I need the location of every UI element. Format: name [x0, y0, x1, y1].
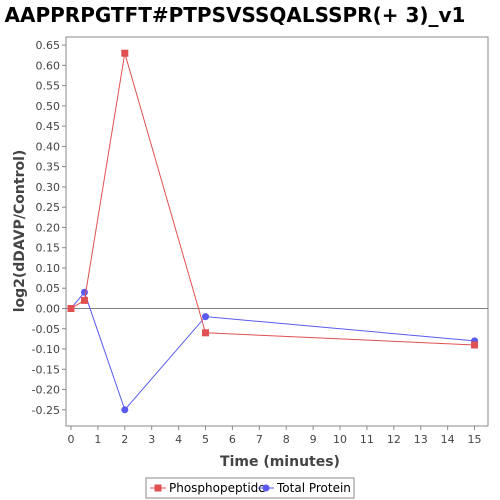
y-tick-label: 0.50: [36, 100, 61, 113]
chart-title: AAPPRPGTFT#PTPSVSSQALSSPR(+ 3)_v1: [5, 3, 466, 27]
x-tick-label: 6: [229, 433, 236, 446]
plot-area: [65, 36, 489, 427]
phosphopeptide-point: [202, 329, 210, 337]
y-axis: 0.65 0.60 0.55 0.50 0.45 0.40 0.35 0.30 0.25 0.20…: [32, 39, 66, 417]
y-tick-label: 0.40: [36, 140, 61, 153]
x-axis-label: Time (minutes): [220, 454, 340, 470]
y-tick-label: -0.10: [32, 343, 60, 356]
legend-label: Phosphopeptide: [169, 481, 266, 495]
y-tick-label: 0.15: [36, 242, 61, 255]
y-tick-label: 0.65: [36, 39, 61, 52]
x-tick-label: 11: [360, 433, 374, 446]
y-tick-label: -0.15: [32, 363, 60, 376]
legend-item-total-protein: Total Protein: [258, 481, 351, 495]
x-axis: 0 1 2 3 4 5 6 7 8 9 10 11 12 13 14 15: [68, 426, 482, 446]
x-tick-label: 2: [121, 433, 128, 446]
x-tick-label: 15: [468, 433, 482, 446]
y-tick-label: 0.05: [36, 282, 61, 295]
x-tick-label: 7: [256, 433, 263, 446]
x-tick-label: 8: [283, 433, 290, 446]
x-tick-label: 4: [175, 433, 182, 446]
x-tick-label: 3: [148, 433, 155, 446]
phosphopeptide-point: [67, 304, 75, 312]
legend-item-phosphopeptide: Phosphopeptide: [150, 481, 266, 495]
total-protein-point: [202, 313, 210, 321]
series-layer: [67, 49, 479, 414]
x-tick-label: 14: [441, 433, 455, 446]
x-tick-label: 12: [387, 433, 401, 446]
y-tick-label: -0.05: [32, 323, 60, 336]
x-tick-label: 9: [310, 433, 317, 446]
y-tick-label: 0.00: [36, 302, 61, 315]
x-tick-label: 5: [202, 433, 209, 446]
legend-marker-square: [154, 484, 162, 492]
y-tick-label: 0.55: [36, 80, 61, 93]
phosphopeptide-point: [121, 49, 129, 57]
legend-marker-circle: [262, 484, 270, 492]
total-protein-point: [80, 288, 88, 296]
y-tick-label: 0.10: [36, 262, 61, 275]
y-tick-label: 0.60: [36, 59, 61, 72]
phosphopeptide-point: [80, 296, 88, 304]
y-tick-label: 0.30: [36, 181, 61, 194]
y-tick-label: -0.20: [32, 384, 60, 397]
total-protein-point: [121, 406, 129, 414]
y-tick-label: 0.45: [36, 120, 61, 133]
phosphopeptide-point: [471, 341, 479, 349]
legend: Phosphopeptide Total Protein: [145, 477, 355, 499]
x-tick-label: 0: [68, 433, 75, 446]
y-axis-label: log2(dDAVP/Control): [12, 150, 28, 313]
x-tick-label: 13: [414, 433, 428, 446]
x-tick-label: 10: [333, 433, 347, 446]
legend-box: [145, 477, 355, 499]
legend-label: Total Protein: [276, 481, 351, 495]
y-tick-label: 0.35: [36, 161, 61, 174]
y-tick-label: -0.25: [32, 404, 60, 417]
y-tick-label: 0.25: [36, 201, 61, 214]
x-tick-label: 1: [94, 433, 101, 446]
y-tick-label: 0.20: [36, 221, 61, 234]
